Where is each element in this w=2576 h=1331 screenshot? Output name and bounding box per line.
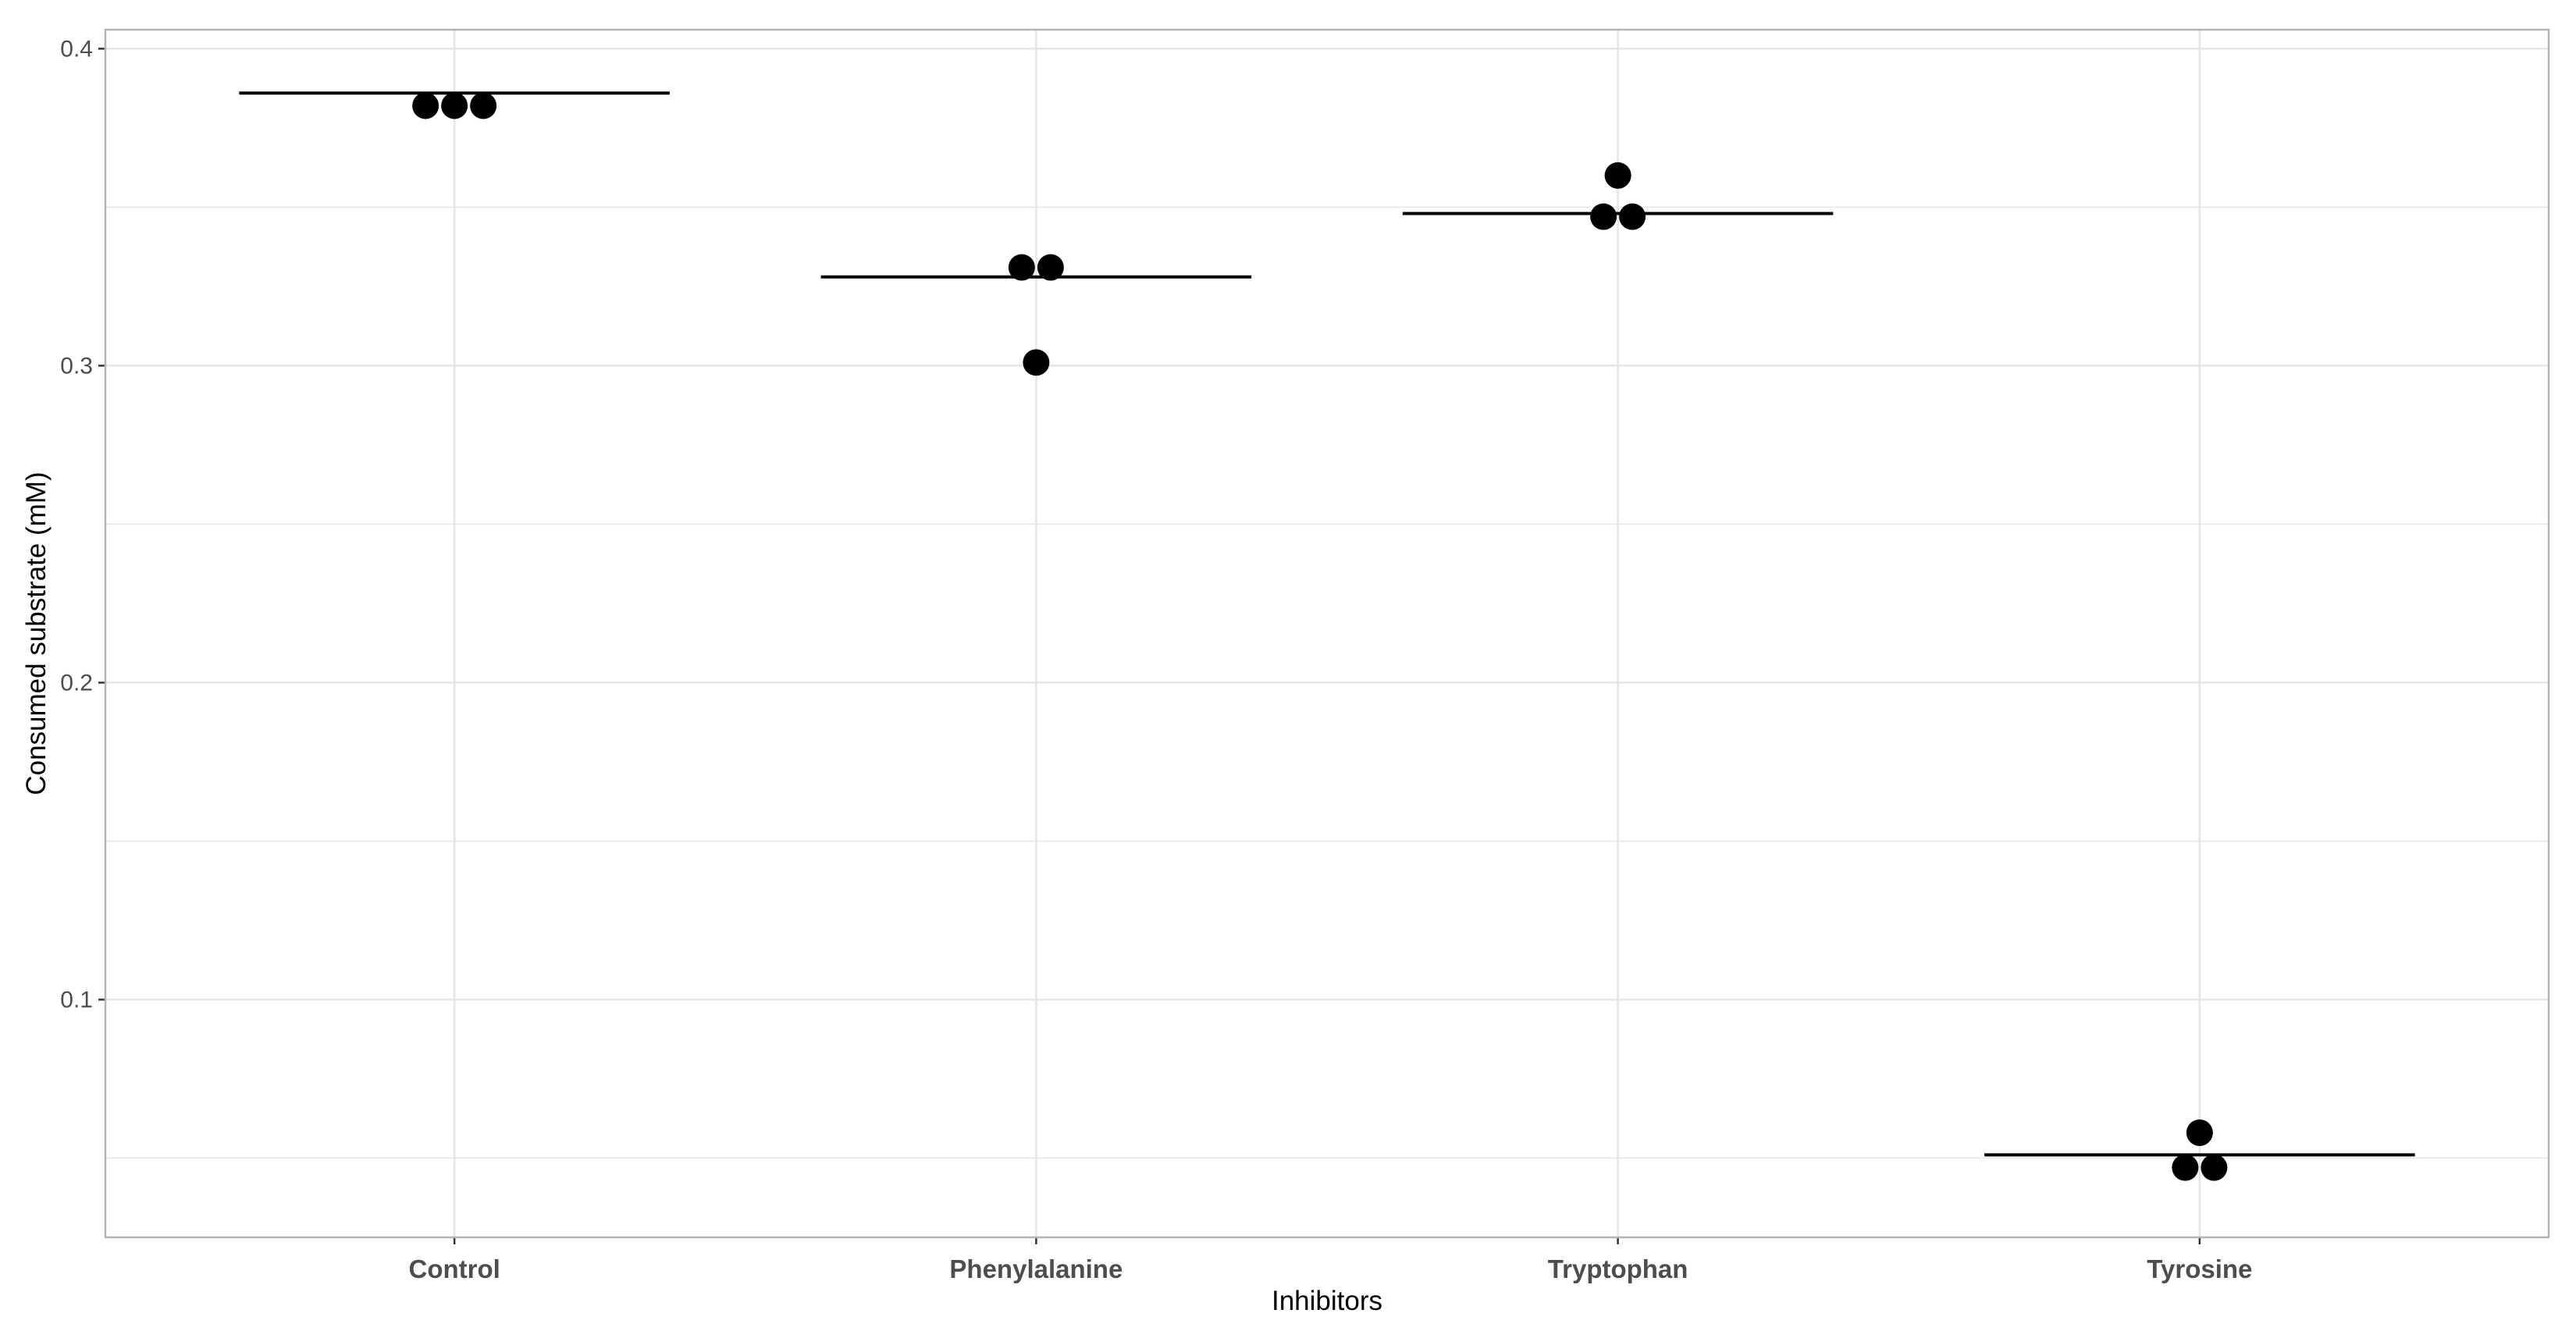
y-tick-label: 0.2 [60,670,93,696]
data-point [412,92,439,119]
data-point [1008,254,1035,281]
x-axis-ticks: Control Phenylalanine Tryptophan Tyrosine [408,1237,2252,1283]
grid [105,30,2549,1237]
data-point [2186,1119,2213,1147]
data-point [1604,162,1631,189]
data-point [2201,1154,2228,1181]
y-axis-title: Consumed substrate (mM) [21,472,52,795]
data-point [470,92,497,119]
y-tick-label: 0.3 [60,353,93,379]
data-point [2172,1154,2199,1181]
x-axis-title: Inhibitors [1272,1286,1382,1316]
x-tick-label: Phenylalanine [949,1254,1123,1283]
y-tick-label: 0.4 [60,36,93,62]
x-tick-label: Tryptophan [1548,1254,1688,1283]
x-tick-label: Tyrosine [2147,1254,2252,1283]
data-points [412,92,2228,1181]
panel-border [104,28,2550,1239]
y-tick-label: 0.1 [60,987,93,1012]
data-point [1037,254,1064,281]
data-point [441,92,468,119]
data-point [1590,203,1617,230]
data-point [1619,203,1646,230]
x-tick-label: Control [408,1254,500,1283]
data-point [1023,349,1050,376]
y-axis-ticks: 0.1 0.2 0.3 0.4 [60,36,105,1012]
